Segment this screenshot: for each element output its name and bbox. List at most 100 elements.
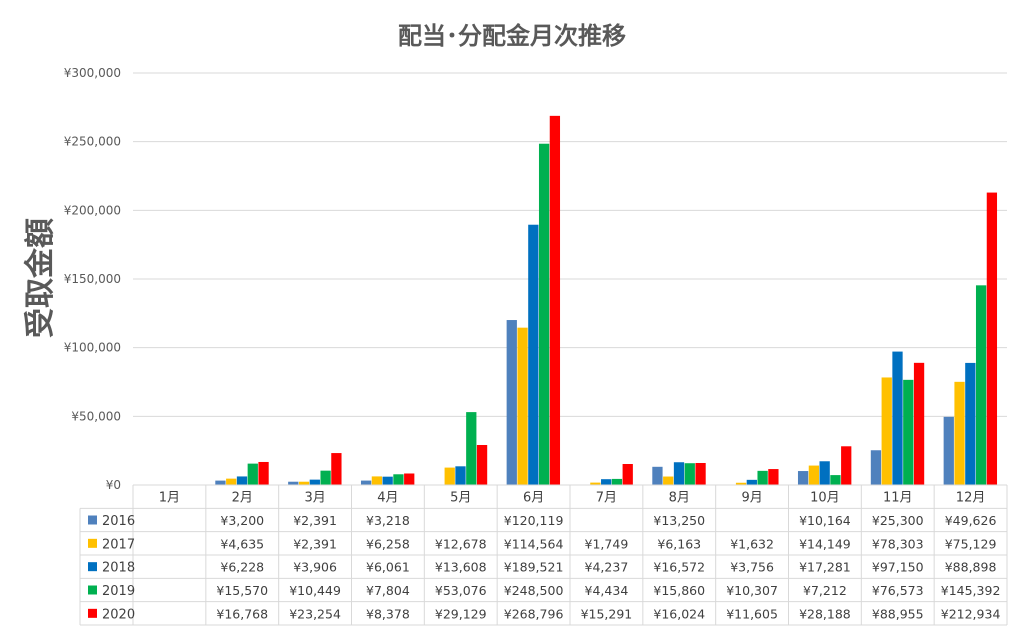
data-label: ¥13,608 xyxy=(435,560,487,575)
bar-2017-6 xyxy=(590,482,601,485)
data-label: ¥25,300 xyxy=(872,513,924,528)
y-tick-label: ¥200,000 xyxy=(64,203,121,217)
category-label: 5月 xyxy=(450,491,471,506)
bars xyxy=(215,115,998,486)
bar-2018-1 xyxy=(236,476,248,485)
bar-2020-5 xyxy=(549,115,561,486)
bar-2018-7 xyxy=(673,462,685,485)
bar-2016-1 xyxy=(215,480,226,485)
y-tick-label: ¥250,000 xyxy=(64,135,121,149)
bar-2018-3 xyxy=(382,476,393,485)
data-label: ¥7,804 xyxy=(366,583,410,598)
data-label: ¥1,632 xyxy=(730,536,774,551)
bar-2020-9 xyxy=(841,446,852,485)
data-label: ¥10,449 xyxy=(289,583,341,598)
category-label: 11月 xyxy=(883,491,913,506)
data-label: ¥6,163 xyxy=(657,536,701,551)
category-label: 8月 xyxy=(669,491,690,506)
bar-2017-2 xyxy=(298,481,310,485)
bar-2019-10 xyxy=(903,379,914,485)
data-label: ¥3,756 xyxy=(730,560,774,575)
category-label: 1月 xyxy=(159,491,180,506)
data-label: ¥88,898 xyxy=(945,560,997,575)
bar-2019-4 xyxy=(466,412,477,485)
chart-title: 配当･分配金月次推移 xyxy=(398,22,626,50)
data-label: ¥97,150 xyxy=(872,560,924,575)
data-label: ¥88,955 xyxy=(872,606,924,621)
data-label: ¥145,392 xyxy=(941,583,1001,598)
bar-2020-8 xyxy=(768,469,779,485)
data-label: ¥248,500 xyxy=(504,583,564,598)
bar-2020-7 xyxy=(695,462,706,485)
category-label: 4月 xyxy=(377,491,398,506)
legend-key-2017 xyxy=(88,538,97,548)
bar-2018-9 xyxy=(819,461,830,485)
bar-2018-10 xyxy=(892,351,903,485)
bar-2019-7 xyxy=(684,463,695,485)
bar-2016-3 xyxy=(360,480,372,485)
data-label: ¥14,149 xyxy=(799,536,851,551)
data-label: ¥212,934 xyxy=(941,606,1001,621)
data-label: ¥114,564 xyxy=(504,536,564,551)
data-label: ¥10,307 xyxy=(726,583,778,598)
bar-2017-8 xyxy=(735,482,747,485)
y-tick-label: ¥100,000 xyxy=(64,341,121,355)
data-label: ¥16,024 xyxy=(653,606,705,621)
data-label: ¥15,291 xyxy=(581,606,633,621)
legend-key-2020 xyxy=(88,608,97,618)
series-name: 2019 xyxy=(102,584,135,599)
bar-2018-6 xyxy=(601,479,612,485)
data-label: ¥3,200 xyxy=(220,513,264,528)
category-label: 12月 xyxy=(956,491,986,506)
data-label: ¥120,119 xyxy=(504,513,564,528)
category-label: 10月 xyxy=(810,491,840,506)
series-name: 2018 xyxy=(102,561,135,576)
data-label: ¥17,281 xyxy=(799,560,851,575)
legend-key-2019 xyxy=(88,585,97,595)
data-label: ¥16,572 xyxy=(653,560,705,575)
data-label: ¥78,303 xyxy=(872,536,924,551)
series-name: 2016 xyxy=(102,514,135,529)
bar-2017-1 xyxy=(226,478,237,485)
bar-2016-11 xyxy=(943,416,954,485)
data-label: ¥4,237 xyxy=(585,560,629,575)
data-label: ¥7,212 xyxy=(803,583,847,598)
category-label: 9月 xyxy=(741,491,762,506)
data-label: ¥75,129 xyxy=(945,536,997,551)
data-label: ¥53,076 xyxy=(435,583,487,598)
y-tick-label: ¥300,000 xyxy=(64,66,121,80)
bar-2020-4 xyxy=(476,444,488,485)
bar-2016-7 xyxy=(652,466,663,485)
bar-2020-6 xyxy=(622,464,633,485)
bar-2020-2 xyxy=(331,453,342,485)
data-label: ¥3,218 xyxy=(366,513,410,528)
bar-2017-3 xyxy=(371,476,383,485)
bar-2019-6 xyxy=(611,478,623,485)
y-axis-tick-labels: ¥0 ¥50,000 ¥100,000 ¥150,000 ¥200,000 ¥250,00… xyxy=(64,66,121,492)
data-label: ¥6,258 xyxy=(366,536,410,551)
bar-2017-10 xyxy=(881,377,892,485)
bar-2019-3 xyxy=(393,474,404,485)
category-label: 6月 xyxy=(523,491,544,506)
bar-2020-11 xyxy=(986,192,998,486)
series-name: 2020 xyxy=(102,607,135,622)
bar-2019-11 xyxy=(975,285,987,485)
bar-2016-2 xyxy=(288,481,299,485)
bar-2019-9 xyxy=(830,475,841,485)
data-label: ¥2,391 xyxy=(293,536,337,551)
bar-2016-10 xyxy=(870,450,882,485)
data-label: ¥10,164 xyxy=(799,513,851,528)
data-label: ¥2,391 xyxy=(293,513,337,528)
bar-2018-4 xyxy=(455,466,466,485)
bar-2019-5 xyxy=(538,143,550,485)
data-label: ¥3,906 xyxy=(293,560,337,575)
bar-2018-8 xyxy=(746,479,757,485)
data-label: ¥28,188 xyxy=(799,606,851,621)
category-label: 2月 xyxy=(232,491,253,506)
bar-2020-1 xyxy=(258,461,269,485)
bar-2016-9 xyxy=(797,471,809,485)
data-label: ¥23,254 xyxy=(289,606,341,621)
bar-2017-11 xyxy=(954,381,965,485)
bar-2020-3 xyxy=(404,473,415,485)
